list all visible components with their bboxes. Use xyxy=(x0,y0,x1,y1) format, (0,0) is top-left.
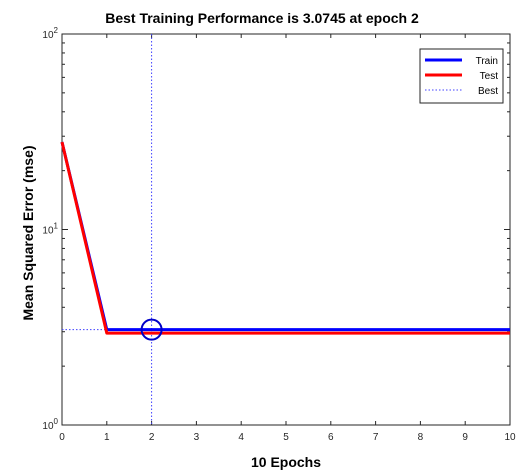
series-line-test xyxy=(60,141,510,335)
legend-label-best: Best xyxy=(478,86,498,97)
series-line-train xyxy=(60,141,510,332)
chart-title: Best Training Performance is 3.0745 at e… xyxy=(105,10,419,26)
x-tick-label: 9 xyxy=(462,432,468,443)
x-tick-label: 5 xyxy=(283,432,289,443)
legend-label-test: Test xyxy=(480,71,499,82)
y-axis-label: Mean Squared Error (mse) xyxy=(20,145,36,321)
x-tick-label: 3 xyxy=(194,432,200,443)
y-tick-label: 100 xyxy=(42,417,58,432)
x-tick-label: 6 xyxy=(328,432,334,443)
x-tick-label: 4 xyxy=(238,432,244,443)
x-tick-label: 7 xyxy=(373,432,379,443)
x-tick-label: 0 xyxy=(59,432,65,443)
y-tick-label: 102 xyxy=(42,26,58,41)
x-tick-label: 10 xyxy=(504,432,516,443)
y-tick-label: 101 xyxy=(42,222,58,237)
x-tick-label: 1 xyxy=(104,432,110,443)
x-tick-label: 2 xyxy=(149,432,155,443)
x-tick-label: 8 xyxy=(418,432,424,443)
legend-label-train: Train xyxy=(476,56,498,67)
best-point-marker xyxy=(140,318,163,341)
x-axis-label: 10 Epochs xyxy=(250,454,322,470)
